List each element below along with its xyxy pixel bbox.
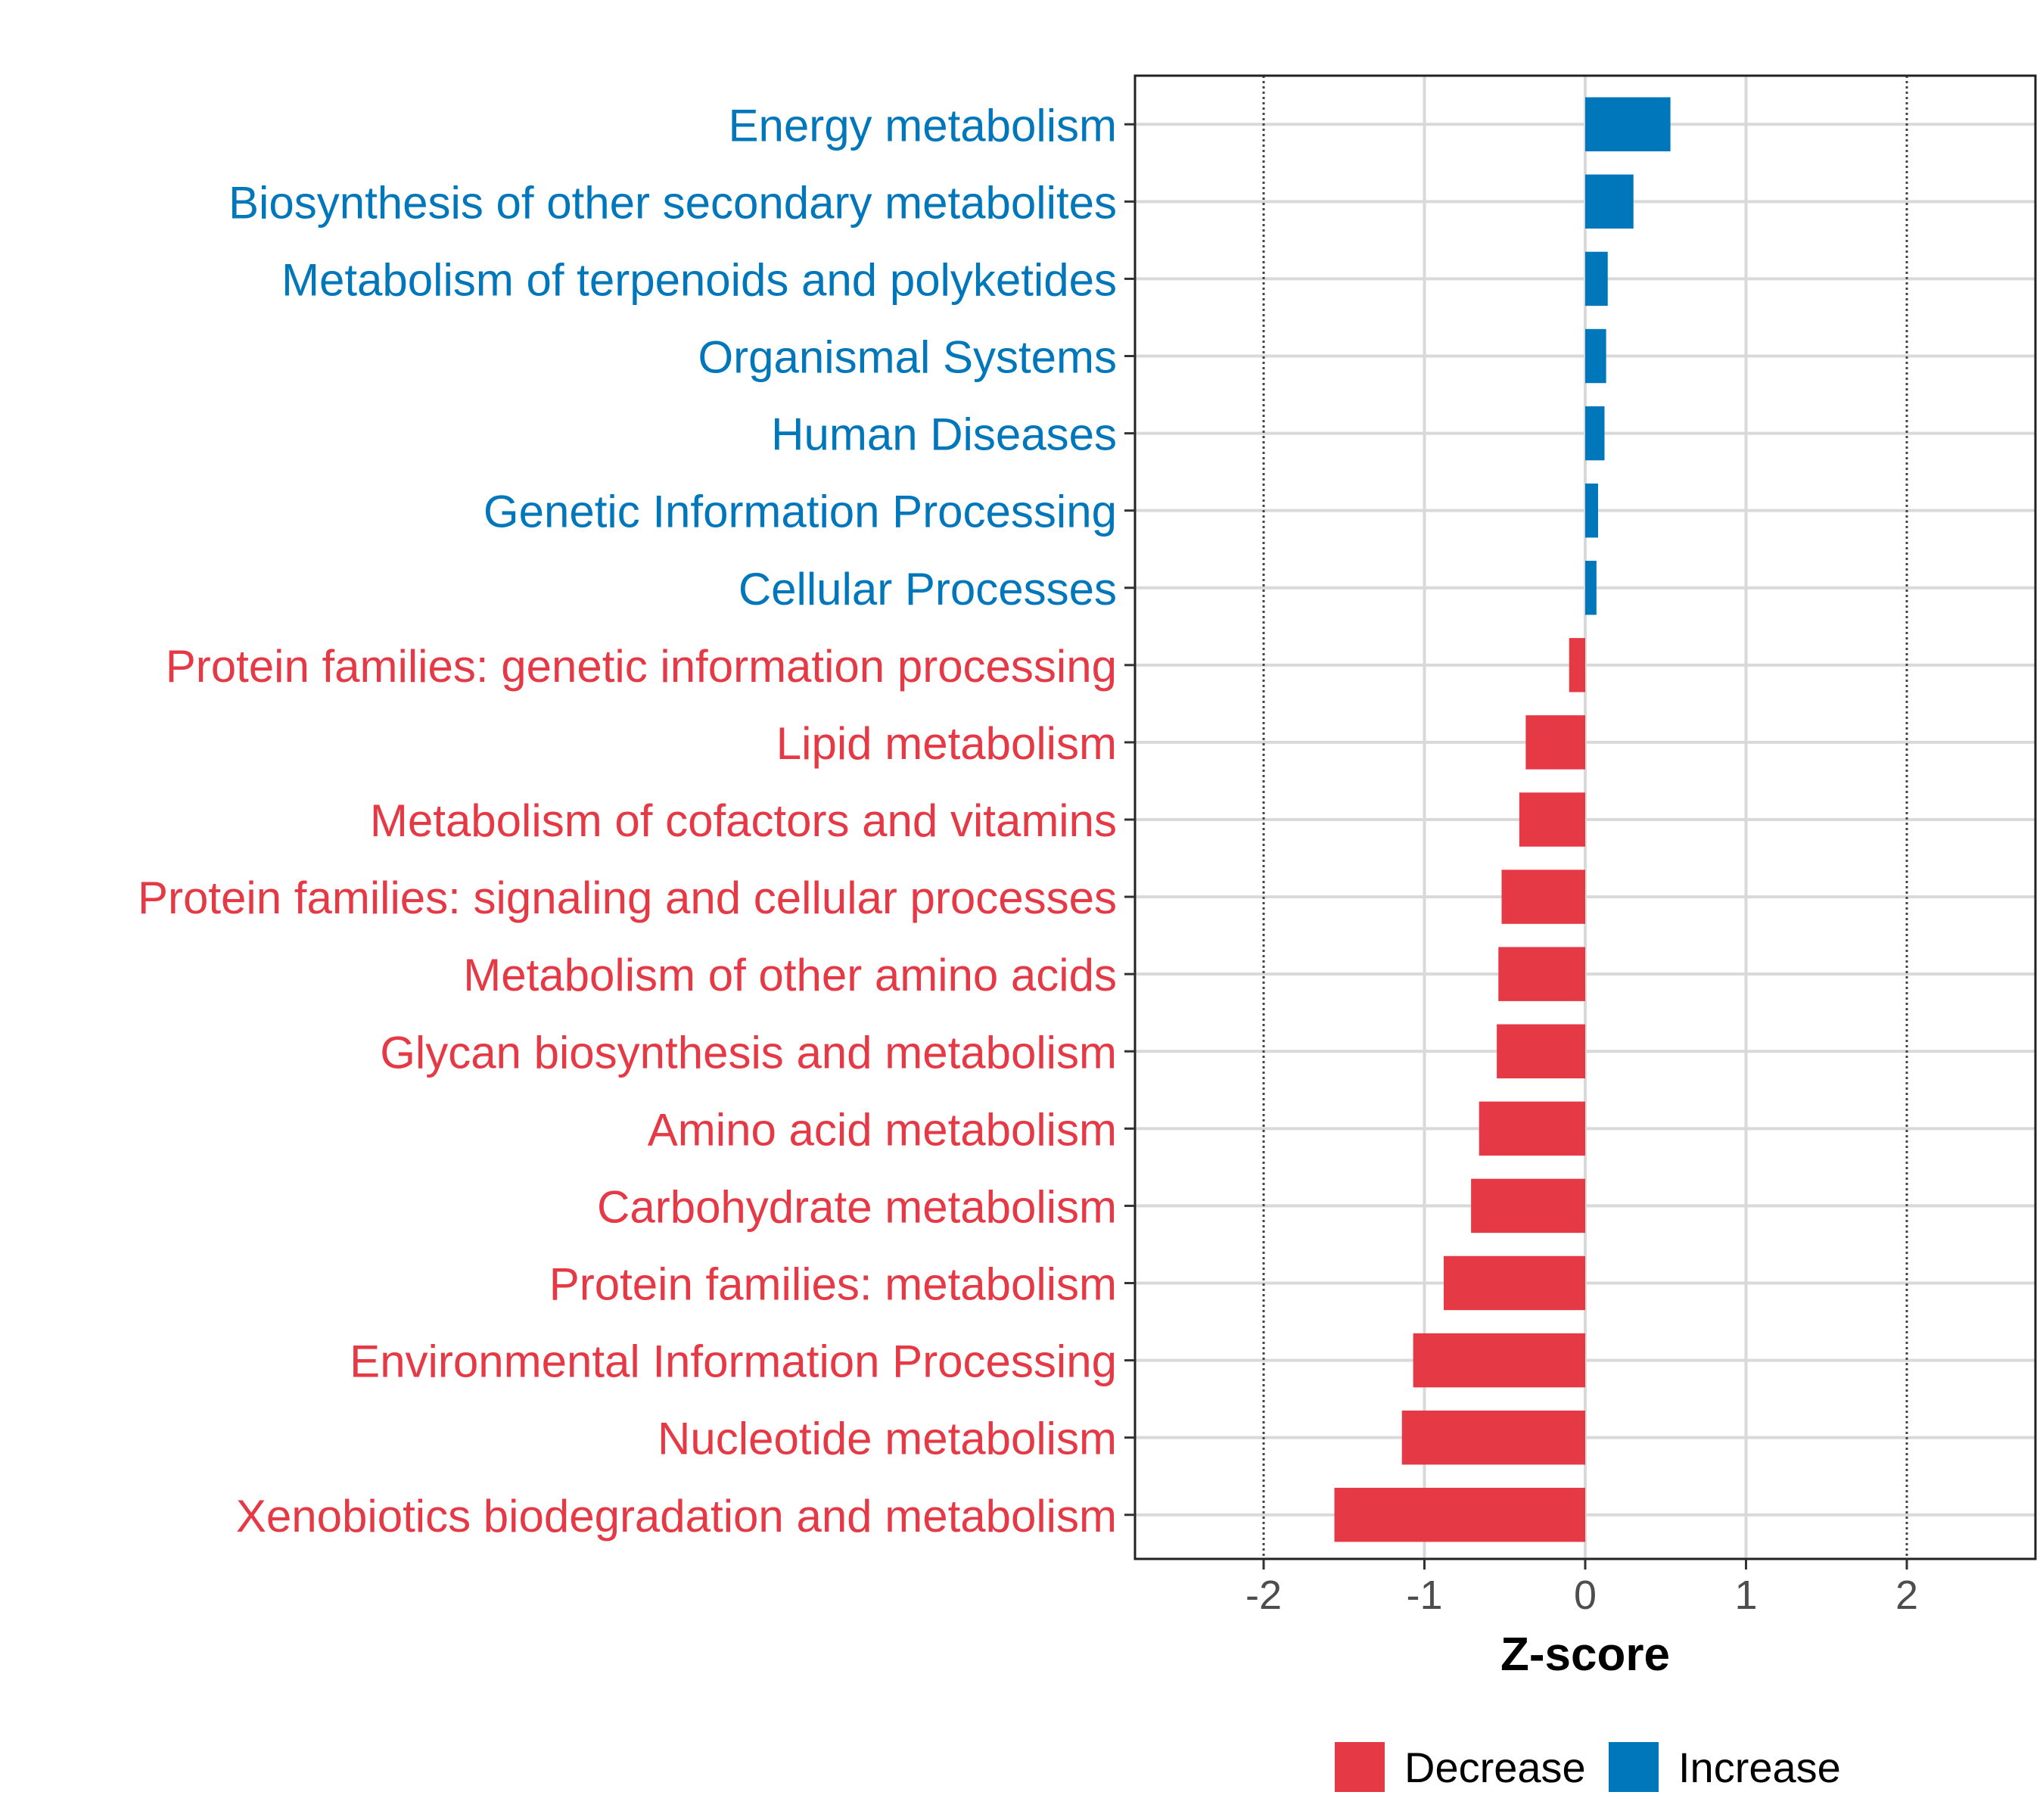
y-tick-label: Glycan biosynthesis and metabolism: [380, 1027, 1117, 1078]
y-tick-label: Nucleotide metabolism: [658, 1414, 1117, 1464]
y-tick-label: Protein families: metabolism: [549, 1259, 1117, 1310]
y-tick-label: Energy metabolism: [728, 100, 1117, 151]
bar: [1334, 1488, 1585, 1542]
y-tick-label: Amino acid metabolism: [648, 1104, 1117, 1155]
bar: [1585, 251, 1608, 306]
bar: [1498, 947, 1585, 1001]
bar: [1401, 1410, 1585, 1465]
bar: [1413, 1333, 1585, 1388]
y-tick-label: Genetic Information Processing: [484, 487, 1117, 537]
legend-item-decrease: Decrease: [1335, 1742, 1586, 1792]
x-tick-label: -1: [1406, 1573, 1442, 1618]
bar: [1585, 97, 1671, 151]
bar: [1519, 792, 1585, 847]
y-tick-label: Protein families: genetic information pr…: [166, 641, 1117, 692]
x-axis: -2 -1 0 1 2: [1245, 1559, 1918, 1618]
legend-label: Increase: [1678, 1744, 1841, 1791]
y-axis: Energy metabolism Biosynthesis of other s…: [138, 100, 1135, 1542]
legend-item-increase: Increase: [1609, 1742, 1841, 1792]
legend: Decrease Increase: [1335, 1742, 1841, 1792]
bars: [1334, 97, 1671, 1542]
bar: [1444, 1255, 1585, 1311]
bar: [1585, 174, 1634, 229]
bar: [1585, 561, 1597, 615]
x-tick-label: 0: [1574, 1573, 1597, 1618]
x-tick-label: 1: [1734, 1573, 1757, 1618]
y-tick-label: Metabolism of other amino acids: [463, 950, 1117, 1000]
x-tick-label: -2: [1245, 1573, 1282, 1618]
y-tick-label: Biosynthesis of other secondary metaboli…: [229, 177, 1117, 228]
y-tick-label: Environmental Information Processing: [350, 1336, 1117, 1387]
legend-label: Decrease: [1404, 1744, 1586, 1791]
legend-swatch: [1335, 1742, 1385, 1792]
y-tick-label: Lipid metabolism: [776, 718, 1117, 769]
legend-swatch: [1609, 1742, 1659, 1792]
bar: [1471, 1178, 1585, 1234]
y-tick-label: Metabolism of terpenoids and polyketides: [281, 254, 1117, 305]
bar: [1525, 715, 1585, 770]
y-tick-label: Organismal Systems: [698, 332, 1117, 383]
bar: [1585, 328, 1606, 384]
y-tick-label: Human Diseases: [771, 409, 1117, 460]
y-tick-label: Protein families: signaling and cellular…: [138, 873, 1117, 923]
x-axis-title: Z-score: [1500, 1629, 1670, 1681]
bar: [1501, 870, 1585, 924]
y-tick-label: Cellular Processes: [739, 564, 1117, 614]
y-tick-label: Metabolism of cofactors and vitamins: [370, 795, 1117, 846]
bar: [1585, 406, 1605, 461]
bar: [1479, 1101, 1585, 1156]
x-tick-label: 2: [1895, 1573, 1918, 1618]
reference-lines: [1262, 76, 1908, 1559]
bar: [1585, 483, 1598, 538]
bar: [1569, 638, 1585, 692]
bar: [1497, 1024, 1585, 1078]
y-tick-label: Xenobiotics biodegradation and metabolis…: [236, 1491, 1117, 1542]
y-tick-label: Carbohydrate metabolism: [597, 1181, 1117, 1232]
